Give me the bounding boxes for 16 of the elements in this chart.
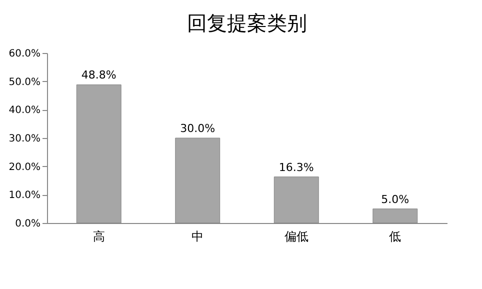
y-tick-label: 30.0% xyxy=(8,134,40,144)
data-label: 5.0% xyxy=(381,192,410,206)
data-label: 30.0% xyxy=(180,122,216,135)
data-label: 16.3% xyxy=(278,160,314,174)
x-tick-label: 中 xyxy=(192,230,204,244)
y-tick-label: 10.0% xyxy=(8,190,40,202)
data-label: 48.8% xyxy=(81,68,116,82)
x-tick-label: 低 xyxy=(389,230,402,244)
y-tick-label: 40.0% xyxy=(8,105,40,116)
y-tick-label: 50.0% xyxy=(8,76,40,88)
x-tick-label: 高 xyxy=(92,230,105,244)
y-tick-label: 20.0% xyxy=(8,162,40,173)
chart-title: 回复提案类别 xyxy=(187,11,307,35)
y-tick-label: 0.0% xyxy=(15,218,40,230)
x-tick-label: 偏低 xyxy=(284,230,308,244)
y-tick-label: 60.0% xyxy=(8,48,40,60)
